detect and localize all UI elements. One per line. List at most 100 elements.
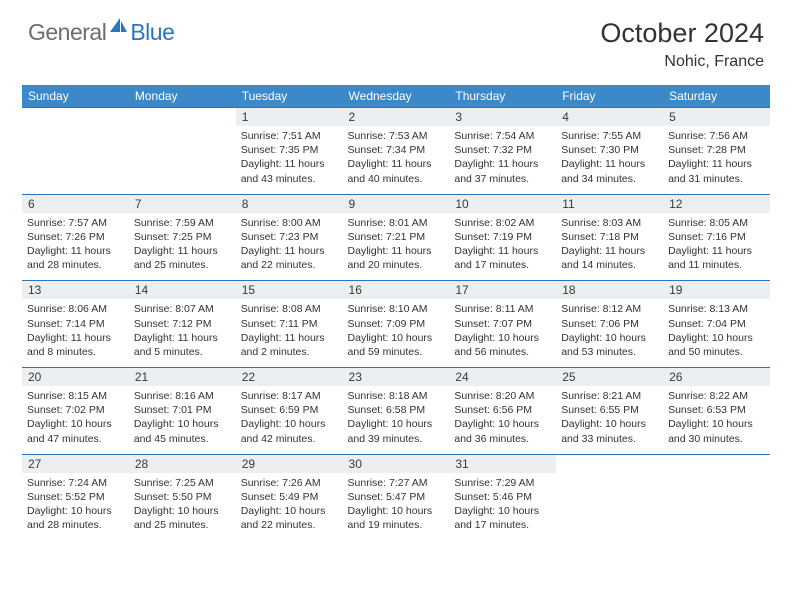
sunset-text: Sunset: 7:04 PM: [668, 317, 765, 331]
sunrise-text: Sunrise: 7:53 AM: [348, 129, 445, 143]
sunset-text: Sunset: 5:49 PM: [241, 490, 338, 504]
sunset-text: Sunset: 5:52 PM: [27, 490, 124, 504]
dow-saturday: Saturday: [663, 85, 770, 108]
day-cell: 31Sunrise: 7:29 AMSunset: 5:46 PMDayligh…: [449, 454, 556, 540]
sunset-text: Sunset: 7:21 PM: [348, 230, 445, 244]
day-number: 5: [663, 108, 770, 126]
daylight-text: Daylight: 11 hours and 17 minutes.: [454, 244, 551, 272]
day-cell: 11Sunrise: 8:03 AMSunset: 7:18 PMDayligh…: [556, 194, 663, 281]
day-number: 27: [22, 455, 129, 473]
day-cell: 27Sunrise: 7:24 AMSunset: 5:52 PMDayligh…: [22, 454, 129, 540]
sunrise-text: Sunrise: 7:24 AM: [27, 476, 124, 490]
day-number: 24: [449, 368, 556, 386]
day-body: Sunrise: 8:01 AMSunset: 7:21 PMDaylight:…: [343, 213, 450, 281]
sunrise-text: Sunrise: 8:06 AM: [27, 302, 124, 316]
day-number: 25: [556, 368, 663, 386]
daylight-text: Daylight: 11 hours and 40 minutes.: [348, 157, 445, 185]
day-cell: 10Sunrise: 8:02 AMSunset: 7:19 PMDayligh…: [449, 194, 556, 281]
sunset-text: Sunset: 7:30 PM: [561, 143, 658, 157]
day-cell: 12Sunrise: 8:05 AMSunset: 7:16 PMDayligh…: [663, 194, 770, 281]
day-number: 30: [343, 455, 450, 473]
day-number: 15: [236, 281, 343, 299]
day-cell: 6Sunrise: 7:57 AMSunset: 7:26 PMDaylight…: [22, 194, 129, 281]
sunrise-text: Sunrise: 7:27 AM: [348, 476, 445, 490]
day-body: Sunrise: 8:05 AMSunset: 7:16 PMDaylight:…: [663, 213, 770, 281]
day-number: 7: [129, 195, 236, 213]
day-cell: 21Sunrise: 8:16 AMSunset: 7:01 PMDayligh…: [129, 368, 236, 455]
day-body: Sunrise: 8:17 AMSunset: 6:59 PMDaylight:…: [236, 386, 343, 454]
day-body: Sunrise: 7:27 AMSunset: 5:47 PMDaylight:…: [343, 473, 450, 541]
sunrise-text: Sunrise: 7:25 AM: [134, 476, 231, 490]
sunrise-text: Sunrise: 8:05 AM: [668, 216, 765, 230]
sunrise-text: Sunrise: 8:15 AM: [27, 389, 124, 403]
calendar-body: 1Sunrise: 7:51 AMSunset: 7:35 PMDaylight…: [22, 108, 770, 541]
day-number: [556, 455, 663, 473]
sunset-text: Sunset: 5:46 PM: [454, 490, 551, 504]
header: General Blue October 2024 Nohic, France: [0, 0, 792, 79]
day-cell: 1Sunrise: 7:51 AMSunset: 7:35 PMDaylight…: [236, 108, 343, 195]
day-body: Sunrise: 8:08 AMSunset: 7:11 PMDaylight:…: [236, 299, 343, 367]
sunrise-text: Sunrise: 7:55 AM: [561, 129, 658, 143]
day-cell: 26Sunrise: 8:22 AMSunset: 6:53 PMDayligh…: [663, 368, 770, 455]
sunset-text: Sunset: 6:53 PM: [668, 403, 765, 417]
day-number: 1: [236, 108, 343, 126]
sunset-text: Sunset: 6:59 PM: [241, 403, 338, 417]
daylight-text: Daylight: 11 hours and 28 minutes.: [27, 244, 124, 272]
day-body: Sunrise: 7:59 AMSunset: 7:25 PMDaylight:…: [129, 213, 236, 281]
sunset-text: Sunset: 7:18 PM: [561, 230, 658, 244]
day-body: Sunrise: 8:06 AMSunset: 7:14 PMDaylight:…: [22, 299, 129, 367]
day-body: Sunrise: 8:20 AMSunset: 6:56 PMDaylight:…: [449, 386, 556, 454]
day-number: 20: [22, 368, 129, 386]
day-cell: 8Sunrise: 8:00 AMSunset: 7:23 PMDaylight…: [236, 194, 343, 281]
sunrise-text: Sunrise: 8:18 AM: [348, 389, 445, 403]
sunrise-text: Sunrise: 7:51 AM: [241, 129, 338, 143]
day-number: 9: [343, 195, 450, 213]
day-cell: 17Sunrise: 8:11 AMSunset: 7:07 PMDayligh…: [449, 281, 556, 368]
sunset-text: Sunset: 5:47 PM: [348, 490, 445, 504]
day-cell: 13Sunrise: 8:06 AMSunset: 7:14 PMDayligh…: [22, 281, 129, 368]
sunrise-text: Sunrise: 7:26 AM: [241, 476, 338, 490]
daylight-text: Daylight: 11 hours and 14 minutes.: [561, 244, 658, 272]
dow-wednesday: Wednesday: [343, 85, 450, 108]
daylight-text: Daylight: 10 hours and 50 minutes.: [668, 331, 765, 359]
sunset-text: Sunset: 7:25 PM: [134, 230, 231, 244]
daylight-text: Daylight: 11 hours and 8 minutes.: [27, 331, 124, 359]
day-number: 13: [22, 281, 129, 299]
sunset-text: Sunset: 7:23 PM: [241, 230, 338, 244]
daylight-text: Daylight: 10 hours and 56 minutes.: [454, 331, 551, 359]
daylight-text: Daylight: 10 hours and 22 minutes.: [241, 504, 338, 532]
sunrise-text: Sunrise: 8:21 AM: [561, 389, 658, 403]
day-cell: 22Sunrise: 8:17 AMSunset: 6:59 PMDayligh…: [236, 368, 343, 455]
sunset-text: Sunset: 6:55 PM: [561, 403, 658, 417]
sail-icon: [110, 18, 128, 39]
day-body: Sunrise: 8:00 AMSunset: 7:23 PMDaylight:…: [236, 213, 343, 281]
sunset-text: Sunset: 7:16 PM: [668, 230, 765, 244]
dow-tuesday: Tuesday: [236, 85, 343, 108]
day-cell: 5Sunrise: 7:56 AMSunset: 7:28 PMDaylight…: [663, 108, 770, 195]
sunrise-text: Sunrise: 8:12 AM: [561, 302, 658, 316]
day-cell: 25Sunrise: 8:21 AMSunset: 6:55 PMDayligh…: [556, 368, 663, 455]
week-row: 27 Sunrise: 7:24 AMSunset: 5:52 PM Dayligh…: [22, 454, 770, 540]
daylight-text: Daylight: 11 hours and 43 minutes.: [241, 157, 338, 185]
day-cell: 18Sunrise: 8:12 AMSunset: 7:06 PMDayligh…: [556, 281, 663, 368]
daylight-text: Daylight: 10 hours and 42 minutes.: [241, 417, 338, 445]
daylight-text: Daylight: 11 hours and 2 minutes.: [241, 331, 338, 359]
day-body: Sunrise: 8:03 AMSunset: 7:18 PMDaylight:…: [556, 213, 663, 281]
day-cell: 2Sunrise: 7:53 AMSunset: 7:34 PMDaylight…: [343, 108, 450, 195]
day-number: [22, 108, 129, 126]
day-body: Sunrise: 8:07 AMSunset: 7:12 PMDaylight:…: [129, 299, 236, 367]
days-of-week-row: Sunday Monday Tuesday Wednesday Thursday…: [22, 85, 770, 108]
sunset-text: Sunset: 7:28 PM: [668, 143, 765, 157]
daylight-text: Daylight: 11 hours and 11 minutes.: [668, 244, 765, 272]
day-body: Sunrise: 8:16 AMSunset: 7:01 PMDaylight:…: [129, 386, 236, 454]
day-body: Sunrise: 7:25 AMSunset: 5:50 PMDaylight:…: [129, 473, 236, 541]
week-row: 6Sunrise: 7:57 AMSunset: 7:26 PMDaylight…: [22, 194, 770, 281]
day-body: Sunrise: 7:51 AMSunset: 7:35 PMDaylight:…: [236, 126, 343, 194]
sunrise-text: Sunrise: 8:16 AM: [134, 389, 231, 403]
day-cell: 9Sunrise: 8:01 AMSunset: 7:21 PMDaylight…: [343, 194, 450, 281]
day-number: 19: [663, 281, 770, 299]
daylight-text: Daylight: 10 hours and 17 minutes.: [454, 504, 551, 532]
daylight-text: Daylight: 11 hours and 34 minutes.: [561, 157, 658, 185]
sunrise-text: Sunrise: 7:29 AM: [454, 476, 551, 490]
sunrise-text: Sunrise: 8:10 AM: [348, 302, 445, 316]
